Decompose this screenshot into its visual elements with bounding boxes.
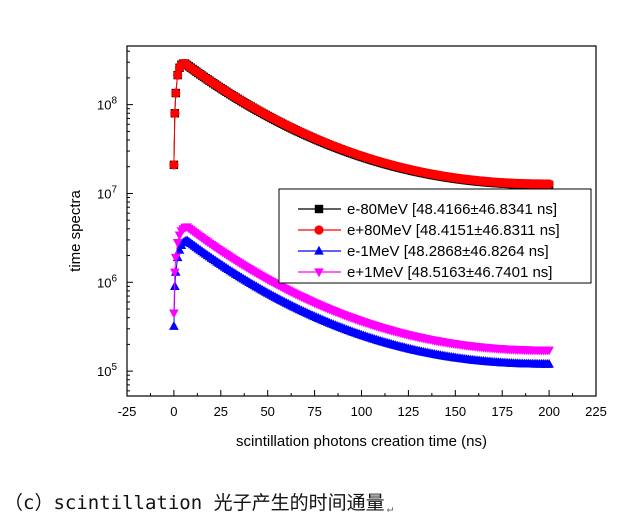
series-line (173, 63, 550, 185)
x-axis-label: scintillation photons creation time (ns) (236, 433, 487, 450)
x-tick-label: 25 (214, 404, 228, 419)
legend-marker (314, 268, 324, 278)
axis-ticks: -25 0 25 50 75 100 125 150 175 200 225 105 106 107 108 (97, 50, 607, 419)
chart: -25 0 25 50 75 100 125 150 175 200 225 105 106 107 108… (67, 45, 607, 450)
series-3 (169, 223, 554, 356)
x-tick-label: 200 (538, 404, 560, 419)
series-1 (169, 58, 554, 189)
data-point (170, 253, 181, 263)
figure-caption: （c）scintillation 光子产生的时间通量 ↵ (4, 488, 622, 518)
y-tick-label: 105 (97, 362, 117, 379)
data-point (170, 108, 180, 118)
legend: e-80MeV [48.4166±46.8341 ns] e+80MeV [48.… (278, 188, 592, 284)
series-2 (169, 235, 554, 368)
data-point (169, 309, 179, 319)
data-point (544, 358, 554, 368)
data-point (170, 268, 180, 278)
data-point (544, 179, 554, 189)
series-0 (169, 59, 554, 190)
legend-marker (314, 204, 324, 214)
legend-entry: e+80MeV [48.4151±46.8311 ns] (347, 222, 560, 239)
data-point (544, 346, 554, 356)
x-tick-label: 50 (260, 404, 274, 419)
x-tick-label: 225 (585, 404, 607, 419)
data-point (171, 88, 181, 98)
data-point (174, 244, 185, 254)
legend-marker (314, 245, 324, 255)
x-tick-label: 75 (307, 404, 321, 419)
x-tick-label: -25 (118, 404, 137, 419)
x-tick-label: 0 (170, 404, 177, 419)
legend-entry: e-1MeV [48.2868±46.8264 ns] (347, 243, 549, 260)
data-point (172, 238, 183, 248)
data-point (169, 160, 179, 170)
caption-text: （c）scintillation 光子产生的时间通量 (4, 492, 385, 514)
y-tick-label: 107 (97, 184, 117, 201)
series-line (173, 63, 550, 186)
y-tick-label: 108 (97, 96, 117, 113)
x-tick-label: 100 (351, 404, 373, 419)
y-tick-label: 106 (97, 273, 117, 290)
x-tick-label: 150 (444, 404, 466, 419)
x-tick-label: 175 (491, 404, 513, 419)
legend-marker (314, 225, 324, 235)
legend-box (278, 188, 592, 284)
legend-entry: e-80MeV [48.4166±46.8341 ns] (347, 201, 557, 218)
y-axis-label: time spectra (67, 189, 84, 271)
data-point (173, 70, 183, 80)
chart-marks (169, 58, 554, 368)
data-point (169, 321, 179, 330)
paragraph-mark-icon: ↵ (386, 502, 394, 515)
legend-entry: e+1MeV [48.5163±46.7401 ns] (347, 264, 552, 281)
x-tick-label: 125 (398, 404, 420, 419)
